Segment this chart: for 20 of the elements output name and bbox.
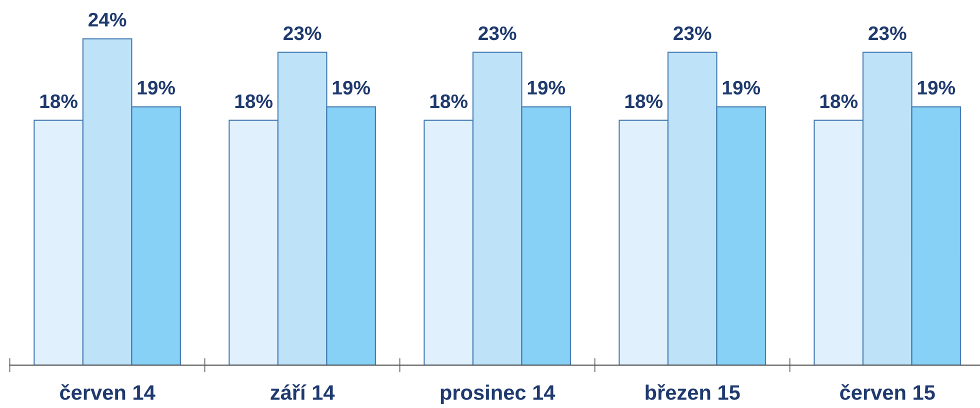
data-label: 19% bbox=[332, 80, 370, 95]
data-label: 19% bbox=[722, 80, 760, 95]
data-label: 18% bbox=[40, 94, 78, 108]
data-label: 23% bbox=[674, 26, 712, 40]
data-label: 23% bbox=[868, 26, 906, 40]
data-label: 19% bbox=[918, 80, 956, 95]
data-label: 19% bbox=[138, 80, 176, 95]
x-tick-label: červen 14 bbox=[60, 384, 156, 400]
data-label: 18% bbox=[625, 94, 663, 108]
data-label: 23% bbox=[284, 26, 322, 40]
x-tick-label: září 14 bbox=[270, 384, 335, 400]
data-label: 19% bbox=[528, 80, 566, 95]
data-label: 24% bbox=[88, 12, 126, 27]
x-tick-label: červen 15 bbox=[840, 384, 935, 400]
data-label: 18% bbox=[820, 94, 858, 108]
data-label: 18% bbox=[430, 94, 468, 108]
data-label: 23% bbox=[478, 26, 516, 40]
data-label: 18% bbox=[235, 94, 273, 108]
x-tick-label: březen 15 bbox=[646, 384, 740, 400]
x-tick-label: prosinec 14 bbox=[440, 384, 556, 404]
